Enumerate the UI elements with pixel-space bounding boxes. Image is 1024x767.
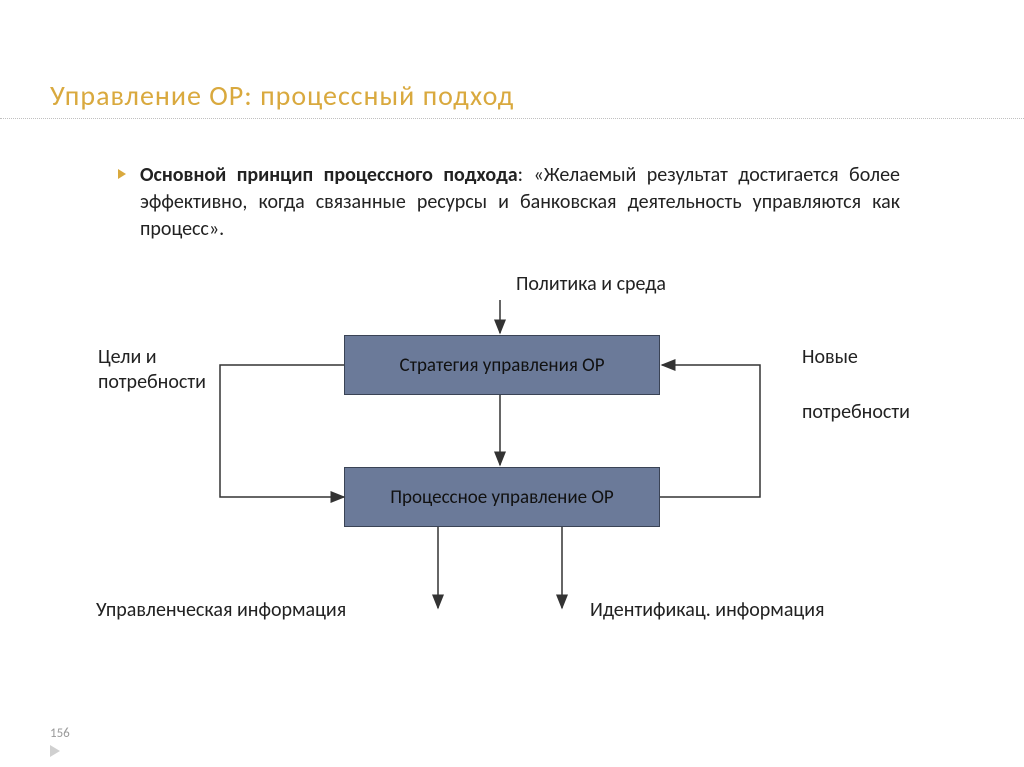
footer-chevron-icon xyxy=(50,745,60,757)
arrow-right-loop xyxy=(660,365,760,497)
process-diagram: Политика и среда Цели и потребности Новы… xyxy=(0,0,1024,767)
arrow-left-loop xyxy=(220,365,344,497)
diagram-arrows xyxy=(0,0,1024,767)
page-number: 156 xyxy=(50,726,70,741)
